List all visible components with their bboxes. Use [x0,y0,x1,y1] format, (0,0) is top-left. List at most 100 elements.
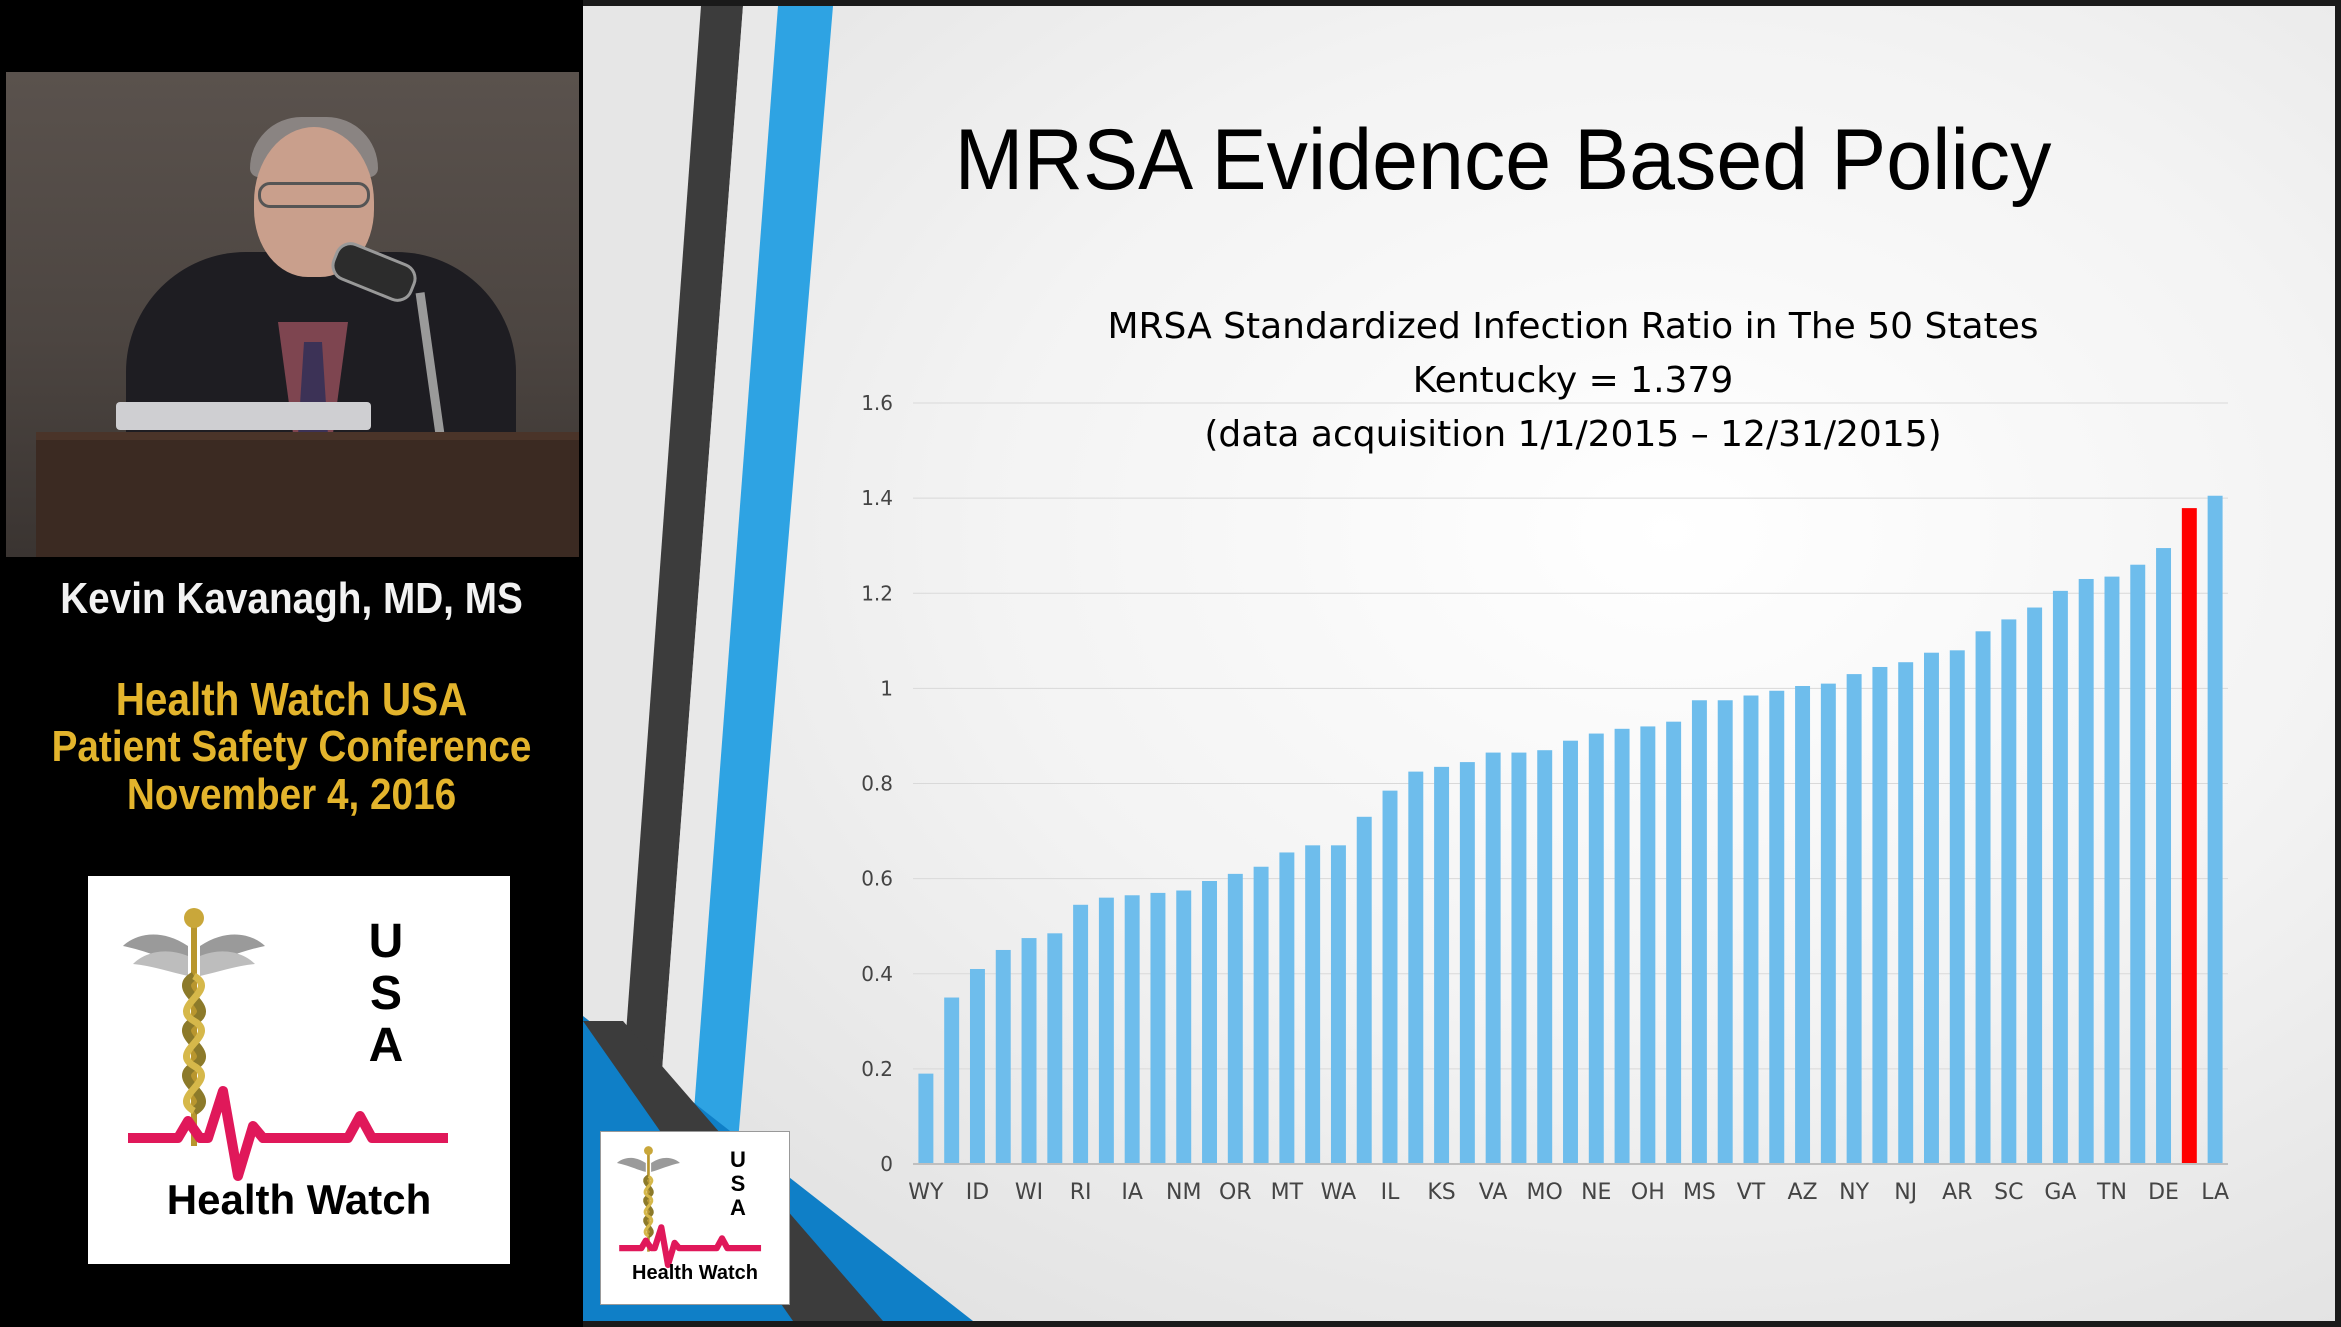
chart-title-line: MRSA Standardized Infection Ratio in The… [1107,306,2038,347]
caduceus-small-icon [616,1146,762,1269]
bar [944,997,960,1164]
laptop [116,402,371,430]
chart-title-line: (data acquisition 1/1/2015 – 12/31/2015) [1204,414,1941,455]
bar [1537,750,1553,1164]
bar [1227,873,1243,1164]
bar [1253,866,1269,1164]
health-watch-logo-small: U S A Health Watch [600,1131,790,1305]
x-tick-label: LA [2201,1180,2229,1205]
bar [1846,674,1862,1164]
x-tick-label: KS [1427,1180,1455,1205]
bar [2130,564,2146,1164]
bar [969,968,985,1164]
x-tick-label: DE [2148,1180,2179,1205]
y-tick-label: 0 [880,1152,893,1176]
x-tick-label: WI [1015,1180,1043,1205]
bar [2104,576,2120,1164]
bar [1795,685,1811,1164]
x-tick-label: VT [1737,1180,1766,1205]
logo-letter-u: U [368,915,404,968]
bar [1356,816,1372,1164]
y-tick-label: 1.4 [861,486,893,510]
y-tick-label: 0.8 [861,772,893,796]
x-tick-label: OR [1219,1180,1252,1205]
x-tick-label: GA [2044,1180,2076,1205]
x-tick-label: VA [1479,1180,1508,1205]
bar [1305,845,1321,1164]
x-tick-label: MS [1683,1180,1716,1205]
podium [36,432,579,557]
bar [1691,700,1707,1164]
bar [918,1073,934,1164]
chart-title: MRSA Standardized Infection Ratio in The… [1107,306,2038,455]
x-tick-label: TN [2096,1180,2127,1205]
bar-chart: MRSA Standardized Infection Ratio in The… [861,306,2229,1205]
bar [1408,771,1424,1164]
bar [1588,733,1604,1164]
logo-usa-letters: U S A [356,916,416,1072]
logo-small-letter-s: S [730,1171,746,1196]
bar [1666,721,1682,1164]
bar [1640,726,1656,1164]
y-tick-label: 0.6 [861,867,893,891]
bar [1975,631,1991,1164]
bar [2156,548,2172,1164]
logo-small-usa-letters: U S A [723,1148,753,1220]
x-tick-label: MO [1527,1180,1563,1205]
bar [995,949,1011,1164]
y-tick-label: 1 [880,676,893,700]
bar [1047,933,1063,1164]
bar [1717,700,1733,1164]
x-tick-label: MT [1271,1180,1304,1205]
x-tick-label: AZ [1787,1180,1817,1205]
y-tick-label: 0.4 [861,962,893,986]
x-tick-label: SC [1994,1180,2023,1205]
bar [1820,683,1836,1164]
conference-name: Health Watch USA [115,673,468,725]
bar [1202,881,1217,1164]
bar [1459,762,1475,1164]
x-tick-label: NY [1839,1180,1869,1205]
x-tick-label: WY [908,1180,944,1205]
bar [1563,740,1578,1164]
bar [1485,752,1501,1164]
logo-small-letter-a: A [730,1195,746,1220]
bar [2027,607,2043,1164]
bar [2207,495,2223,1164]
y-tick-label: 1.2 [861,581,893,605]
x-axis-ticks: WY ID WI RI IA NM OR MT WA IL KS VA MO NE OH MS VT AZ NY NJ… [908,1180,2229,1205]
logo-letter-a: A [368,1019,404,1072]
x-tick-label: RI [1070,1180,1092,1205]
presentation-slide: MRSA Evidence Based Policy MRSA Standard… [583,6,2335,1321]
logo-text: Health Watch [166,1176,432,1223]
bar [1124,895,1140,1164]
bar [2078,578,2094,1164]
caduceus-icon [123,908,448,1181]
logo-letter-s: S [369,967,402,1020]
bar [1330,845,1346,1164]
bar [1511,752,1527,1164]
logo-small-text: Health Watch [632,1262,758,1284]
conference-date: November 4, 2016 [126,770,457,819]
bar [1769,690,1785,1164]
speaker-name: Kevin Kavanagh, MD, MS [60,574,523,623]
bar [1898,662,1914,1164]
bar [1279,852,1295,1164]
speaker-video [6,72,579,557]
x-tick-label: NM [1166,1180,1201,1205]
x-tick-label: WA [1321,1180,1357,1205]
chart-bars [918,495,2223,1164]
bar [1434,766,1450,1164]
y-tick-label: 0.2 [861,1057,893,1081]
glasses-icon [258,182,370,208]
y-tick-label: 1.6 [861,391,893,415]
bar [1382,790,1398,1164]
x-tick-label: ID [966,1180,989,1205]
x-tick-label: OH [1631,1180,1665,1205]
chart-title-line: Kentucky = 1.379 [1413,360,1733,401]
speaker-panel: Kevin Kavanagh, MD, MS Health Watch USA … [0,0,583,1327]
bar [1924,652,1939,1164]
bar [1098,897,1114,1164]
y-axis-ticks: 0 0.2 0.4 0.6 0.8 1 1.2 1.4 1.6 [861,391,893,1176]
bar [1021,938,1037,1164]
